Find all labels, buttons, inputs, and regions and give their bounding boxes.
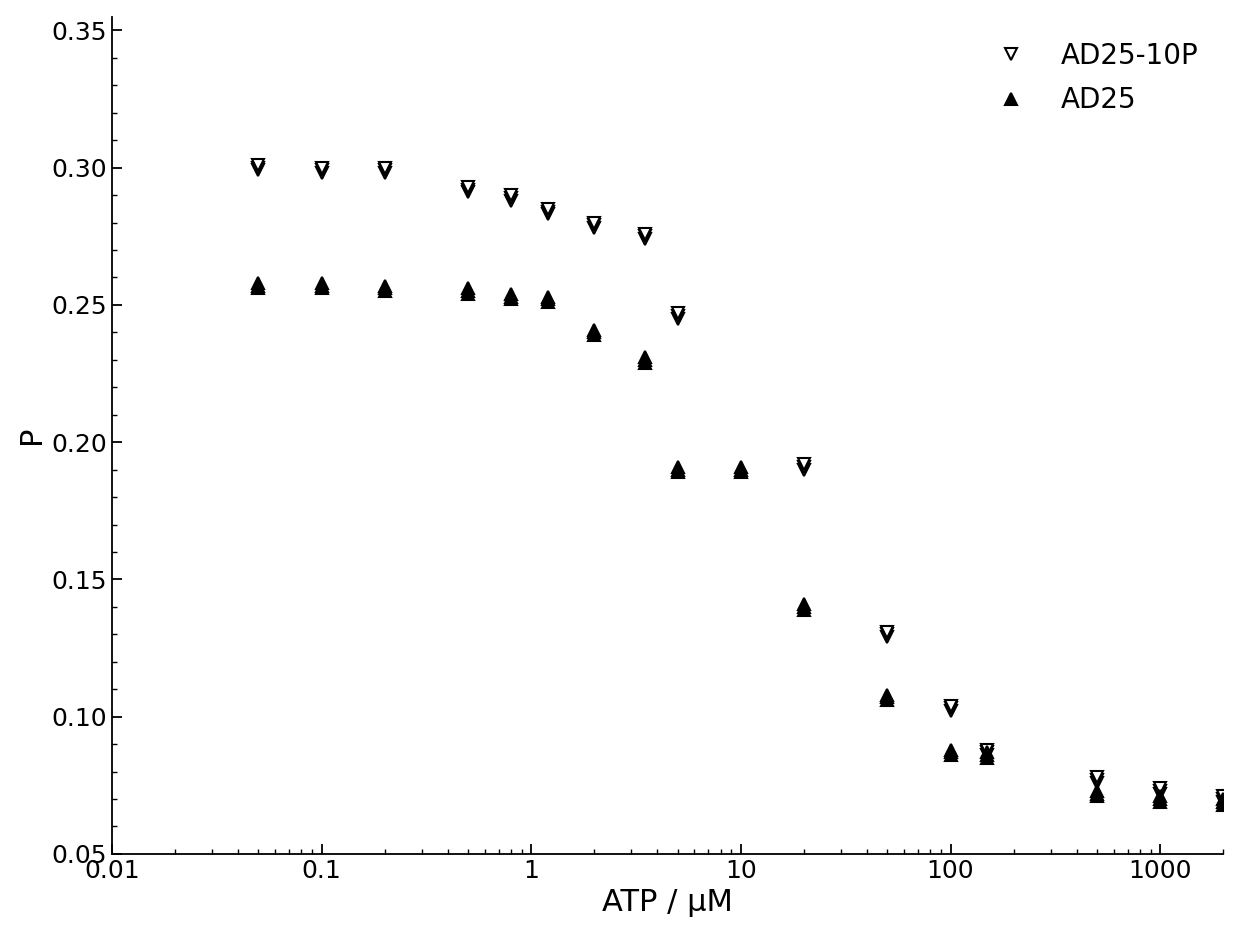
Y-axis label: P: P [16,426,46,445]
Legend: AD25-10P, AD25: AD25-10P, AD25 [972,31,1209,125]
X-axis label: ATP / μM: ATP / μM [603,888,733,917]
